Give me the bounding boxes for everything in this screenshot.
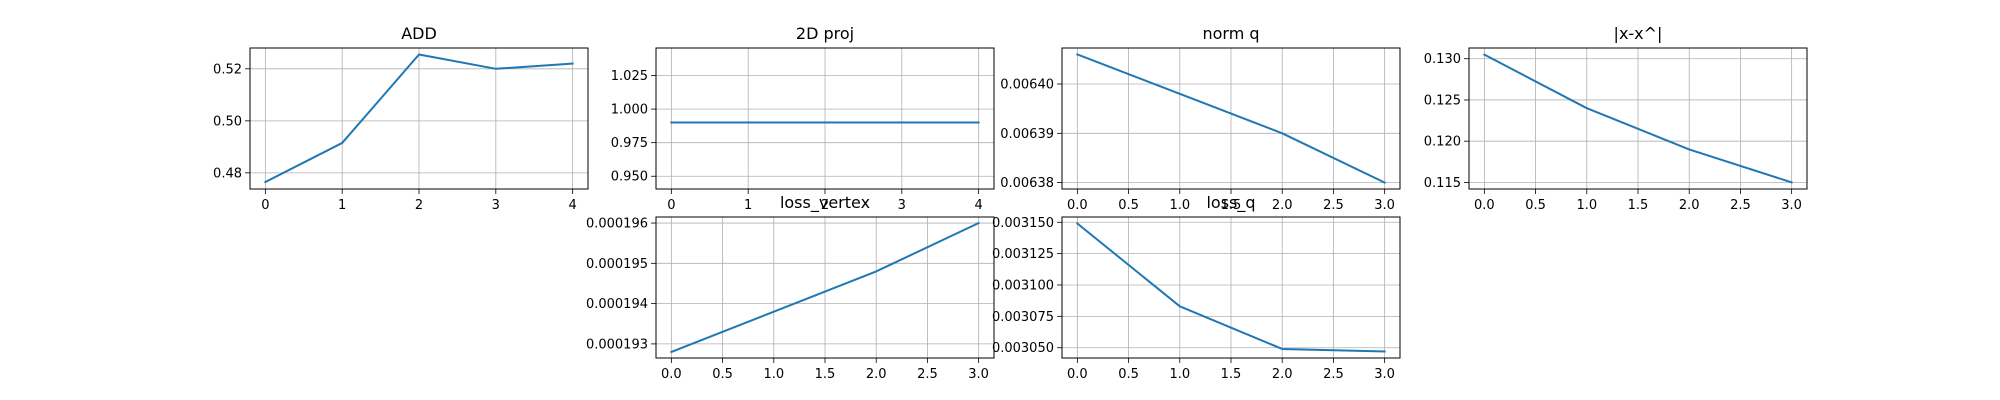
x-tick-label: 0.0 bbox=[1067, 198, 1088, 213]
axes-frame bbox=[1468, 47, 1808, 190]
x-tick-label: 1.5 bbox=[1221, 367, 1242, 382]
x-tick-label: 2.0 bbox=[1272, 198, 1293, 213]
x-tick-label: 1.0 bbox=[763, 367, 784, 382]
x-tick-label: 4 bbox=[974, 198, 982, 213]
x-tick-label: 1 bbox=[744, 198, 752, 213]
x-tick-label: 2.5 bbox=[1323, 198, 1344, 213]
y-tick-label: 0.000196 bbox=[586, 217, 648, 232]
y-tick-label: 0.115 bbox=[1424, 176, 1461, 191]
chart-title: norm q bbox=[1202, 24, 1259, 43]
x-tick-label: 2 bbox=[415, 198, 423, 213]
x-tick-label: 2.5 bbox=[1730, 198, 1751, 213]
x-tick-label: 0 bbox=[261, 198, 269, 213]
y-tick-label: 0.00640 bbox=[1000, 77, 1054, 92]
x-tick-label: 1.5 bbox=[1221, 198, 1242, 213]
x-tick-label: 3.0 bbox=[1374, 367, 1395, 382]
y-tick-label: 0.003150 bbox=[992, 216, 1054, 231]
y-tick-label: 0.125 bbox=[1424, 93, 1461, 108]
subplot-5: 0.0 0.5 1.0 1.5 2.0 2.5 3.0 0.000193 0.000194 0.0… bbox=[586, 193, 995, 382]
x-tick-label: 0.0 bbox=[661, 367, 682, 382]
x-tick-label: 4 bbox=[568, 198, 576, 213]
series-line bbox=[264, 53, 574, 184]
y-tick-label: 0.000194 bbox=[586, 297, 648, 312]
chart-title: ADD bbox=[401, 24, 437, 43]
chart-title: loss_q bbox=[1206, 193, 1255, 213]
chart-title: 2D proj bbox=[796, 24, 854, 43]
x-tick-label: 3 bbox=[492, 198, 500, 213]
y-tick-label: 0.003075 bbox=[992, 310, 1054, 325]
x-tick-label: 1.5 bbox=[815, 367, 836, 382]
x-tick-label: 2.0 bbox=[1272, 367, 1293, 382]
x-tick-label: 3 bbox=[898, 198, 906, 213]
x-tick-label: 0.5 bbox=[1525, 198, 1546, 213]
axes-frame bbox=[1061, 216, 1401, 359]
series-line bbox=[1076, 53, 1386, 184]
y-tick-label: 0.003050 bbox=[992, 341, 1054, 356]
subplot-3: 0.0 0.5 1.0 1.5 2.0 2.5 3.0 0.00638 0.00639 0.006… bbox=[1000, 24, 1401, 213]
x-tick-label: 1.0 bbox=[1169, 367, 1190, 382]
x-tick-label: 0.0 bbox=[1474, 198, 1495, 213]
x-tick-label: 0.0 bbox=[1067, 367, 1088, 382]
x-tick-label: 2 bbox=[821, 198, 829, 213]
x-tick-label: 3.0 bbox=[968, 367, 989, 382]
subplots: 0 1 2 3 4 0.48 0.50 0.52 ADD 0 1 2 3 4 0.950 0.975 1.000… bbox=[213, 24, 1808, 382]
y-tick-label: 0.50 bbox=[213, 114, 242, 129]
series-line bbox=[1075, 222, 1386, 353]
x-tick-label: 2.0 bbox=[1679, 198, 1700, 213]
y-tick-label: 0.52 bbox=[213, 62, 242, 77]
y-tick-label: 1.000 bbox=[611, 103, 648, 118]
y-tick-label: 0.00639 bbox=[1000, 127, 1054, 142]
y-tick-label: 0.000195 bbox=[586, 257, 648, 272]
y-tick-label: 0.003125 bbox=[992, 247, 1054, 262]
x-tick-label: 3.0 bbox=[1374, 198, 1395, 213]
axes-frame bbox=[655, 47, 995, 190]
y-tick-label: 0.00638 bbox=[1000, 176, 1054, 191]
x-tick-label: 0.5 bbox=[1118, 198, 1139, 213]
y-tick-label: 0.120 bbox=[1424, 135, 1461, 150]
subplot-4: 0.0 0.5 1.0 1.5 2.0 2.5 3.0 0.115 0.120 0.125 0.13… bbox=[1424, 24, 1808, 213]
subplot-6: 0.0 0.5 1.0 1.5 2.0 2.5 3.0 0.003050 0.003075 0.0… bbox=[992, 193, 1401, 382]
x-tick-label: 2.5 bbox=[1323, 367, 1344, 382]
axes-frame bbox=[655, 216, 995, 359]
series-line bbox=[670, 221, 980, 354]
x-tick-label: 1.0 bbox=[1169, 198, 1190, 213]
subplot-2: 0 1 2 3 4 0.950 0.975 1.000 1.025 2D proj bbox=[611, 24, 995, 213]
y-tick-label: 0.48 bbox=[213, 166, 242, 181]
x-tick-label: 0.5 bbox=[712, 367, 733, 382]
x-tick-label: 2.5 bbox=[917, 367, 938, 382]
x-tick-label: 1.0 bbox=[1576, 198, 1597, 213]
axes-frame bbox=[249, 47, 589, 190]
chart-title: loss_vertex bbox=[780, 193, 870, 213]
x-tick-label: 0.5 bbox=[1118, 367, 1139, 382]
x-tick-label: 1 bbox=[338, 198, 346, 213]
axes-frame bbox=[1061, 47, 1401, 190]
y-tick-label: 0.000193 bbox=[586, 337, 648, 352]
subplot-1: 0 1 2 3 4 0.48 0.50 0.52 ADD bbox=[213, 24, 589, 213]
y-tick-label: 1.025 bbox=[611, 69, 648, 84]
x-tick-label: 1.5 bbox=[1628, 198, 1649, 213]
x-tick-label: 0 bbox=[667, 198, 675, 213]
y-tick-label: 0.950 bbox=[611, 170, 648, 185]
series-line bbox=[1483, 53, 1793, 184]
y-tick-label: 0.003100 bbox=[992, 278, 1054, 293]
x-tick-label: 3.0 bbox=[1781, 198, 1802, 213]
y-tick-label: 0.130 bbox=[1424, 52, 1461, 67]
x-tick-label: 2.0 bbox=[866, 367, 887, 382]
chart-title: |x-x^| bbox=[1614, 24, 1663, 43]
y-tick-label: 0.975 bbox=[611, 136, 648, 151]
